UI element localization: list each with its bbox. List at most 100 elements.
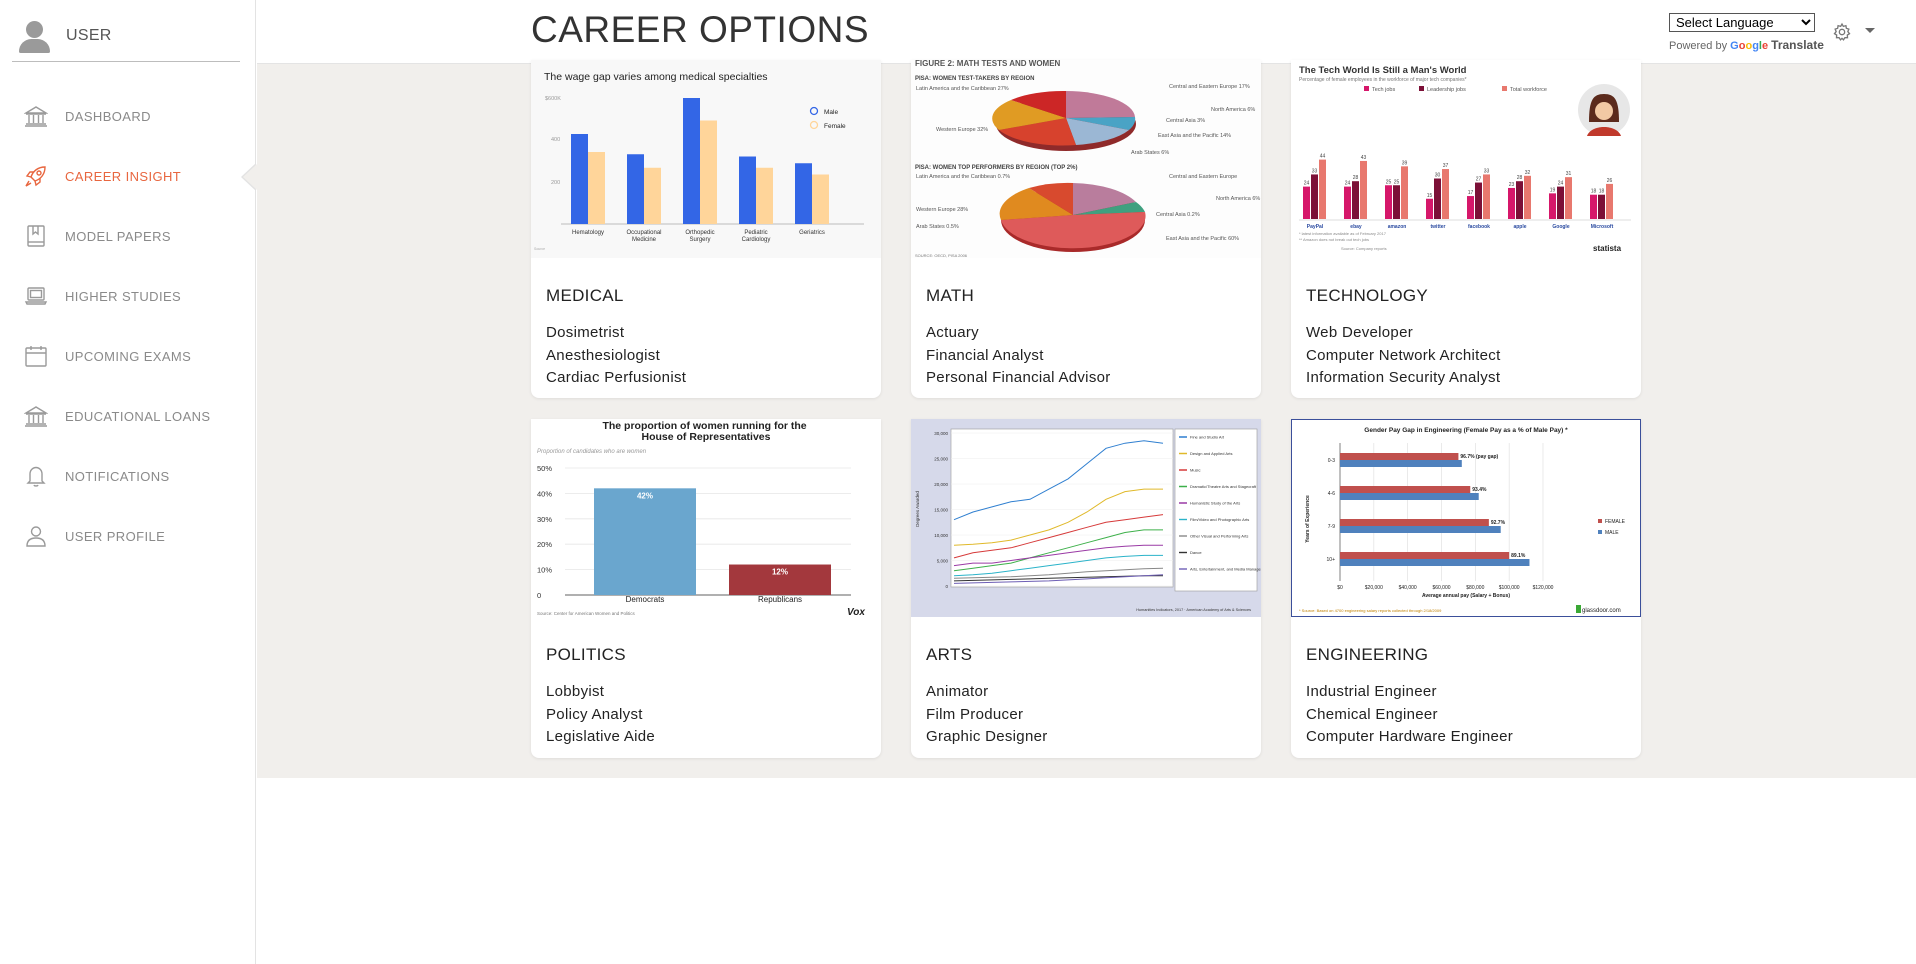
calendar-icon: [24, 344, 48, 368]
career-card-politics[interactable]: The proportion of women running for the …: [531, 419, 881, 758]
job-item[interactable]: Computer Network Architect: [1306, 346, 1501, 364]
bar: [1442, 169, 1449, 219]
bar: [729, 564, 831, 595]
language-select[interactable]: Select Language: [1669, 13, 1815, 32]
sidebar-item-higher-studies[interactable]: HIGHER STUDIES: [0, 266, 256, 326]
chevron-down-icon[interactable]: [1865, 28, 1875, 33]
bar: [1434, 178, 1441, 219]
card-category: MATH: [926, 286, 975, 305]
card-category: TECHNOLOGY: [1306, 286, 1429, 305]
job-list: Actuary Financial Analyst Personal Finan…: [926, 322, 1111, 390]
sidebar-item-label: UPCOMING EXAMS: [65, 348, 192, 364]
y-tick-label: 50%: [537, 464, 552, 473]
statista-logo: statista: [1593, 244, 1622, 253]
powered-by-text: Powered by: [1669, 40, 1728, 52]
company-label: ebay: [1350, 224, 1362, 230]
job-item[interactable]: Dosimetrist: [546, 324, 625, 341]
job-item[interactable]: Industrial Engineer: [1306, 683, 1437, 700]
job-item[interactable]: Actuary: [926, 324, 979, 341]
page-title: CAREER OPTIONS: [531, 9, 869, 50]
company-label: Google: [1552, 224, 1569, 230]
bar-value: 26: [1607, 178, 1613, 184]
job-item[interactable]: Cardiac Perfusionist: [546, 369, 687, 386]
sidebar-item-upcoming-exams[interactable]: UPCOMING EXAMS: [0, 326, 256, 386]
career-card-medical[interactable]: The wage gap varies among medical specia…: [531, 60, 881, 398]
x-tick-label: Republicans: [758, 595, 802, 604]
job-item[interactable]: Lobbyist: [546, 683, 605, 700]
job-item[interactable]: Chemical Engineer: [1306, 705, 1438, 723]
sidebar-item-user-profile[interactable]: USER PROFILE: [0, 506, 256, 566]
job-item[interactable]: Film Producer: [926, 705, 1024, 723]
arts-chart: Degrees Awarded 30,000 25,000 20,000 15,000…: [911, 419, 1261, 617]
y-axis-label: Degrees Awarded: [915, 491, 920, 527]
y-tick-label: 7-9: [1328, 524, 1335, 530]
bar: [1549, 193, 1556, 219]
company-label: facebook: [1468, 224, 1490, 230]
card-category: ARTS: [926, 645, 973, 664]
legend-label: Male: [824, 109, 838, 116]
sidebar-item-label: DASHBOARD: [65, 108, 151, 124]
gear-icon[interactable]: [1832, 22, 1852, 42]
bar-value: 37: [1443, 163, 1449, 169]
company-label: apple: [1513, 224, 1526, 230]
job-item[interactable]: Information Security Analyst: [1306, 369, 1501, 386]
sidebar-item-notifications[interactable]: NOTIFICATIONS: [0, 446, 256, 506]
x-tick-label: $40,000: [1399, 585, 1417, 591]
top-bar: CAREER OPTIONS Select Language Powered b…: [257, 0, 1916, 64]
active-indicator: [243, 164, 257, 190]
job-item[interactable]: Animator: [926, 683, 989, 700]
pie-chart-2: [999, 182, 1146, 252]
career-card-engineering[interactable]: Gender Pay Gap in Engineering (Female Pa…: [1291, 419, 1641, 758]
y-tick-label: 10%: [537, 566, 552, 575]
x-tick-label: $80,000: [1466, 585, 1484, 591]
bar-value: 31: [1566, 171, 1572, 177]
user-block[interactable]: USER: [12, 10, 240, 62]
job-item[interactable]: Policy Analyst: [546, 705, 643, 723]
ytick-label: 400: [551, 137, 560, 143]
bar-value: 32: [1525, 170, 1531, 176]
job-item[interactable]: Web Developer: [1306, 324, 1414, 341]
sidebar-item-label: HIGHER STUDIES: [65, 288, 182, 304]
job-item[interactable]: Financial Analyst: [926, 346, 1044, 364]
sidebar-item-educational-loans[interactable]: EDUCATIONAL LOANS: [0, 386, 256, 446]
sidebar-item-model-papers[interactable]: MODEL PAPERS: [0, 206, 256, 266]
bar: [1311, 174, 1318, 219]
bar: [1516, 181, 1523, 219]
bar-male: [571, 134, 588, 224]
sidebar-item-label: CAREER INSIGHT: [65, 168, 182, 184]
main-content: CAREER OPTIONS Select Language Powered b…: [257, 0, 1916, 778]
sidebar-item-career-insight[interactable]: CAREER INSIGHT: [0, 146, 257, 206]
sidebar-item-dashboard[interactable]: DASHBOARD: [0, 86, 256, 146]
google-logo: Google: [1730, 40, 1769, 52]
job-item[interactable]: Graphic Designer: [926, 728, 1048, 745]
bar-female: [1340, 486, 1471, 493]
bar-male: [683, 98, 700, 224]
x-tick-label: Pediatric: [744, 230, 767, 236]
y-tick-label: 30%: [537, 515, 552, 524]
bar-value: 30: [1435, 173, 1441, 179]
series-line: [953, 544, 1163, 567]
woman-avatar-icon: [1578, 84, 1630, 136]
job-item[interactable]: Personal Financial Advisor: [926, 369, 1111, 386]
x-tick-label: $60,000: [1432, 585, 1450, 591]
career-card-technology[interactable]: The Tech World Is Still a Man's World Pe…: [1291, 60, 1641, 398]
x-tick-label: $120,000: [1533, 585, 1554, 591]
x-tick-label: Hematology: [572, 230, 604, 236]
x-tick-label: Geriatrics: [799, 230, 825, 236]
translate-link[interactable]: Translate: [1771, 38, 1824, 52]
y-tick-label: 30,000: [934, 431, 948, 436]
politics-chart-image: The proportion of women running for the …: [531, 419, 881, 617]
legend-label: Total workforce: [1510, 87, 1547, 93]
pie-label: Central Asia 3%: [1166, 118, 1205, 124]
arts-chart-image: Degrees Awarded 30,000 25,000 20,000 15,000…: [911, 419, 1261, 617]
job-item[interactable]: Legislative Aide: [546, 728, 656, 745]
x-tick-label: $100,000: [1499, 585, 1520, 591]
legend-swatch: [1598, 530, 1602, 534]
politics-chart: The proportion of women running for the …: [531, 419, 881, 617]
career-card-arts[interactable]: Degrees Awarded 30,000 25,000 20,000 15,000…: [911, 419, 1261, 758]
job-item[interactable]: Anesthesiologist: [546, 346, 661, 364]
job-item[interactable]: Computer Hardware Engineer: [1306, 728, 1514, 745]
sidebar-item-label: EDUCATIONAL LOANS: [65, 408, 211, 424]
career-card-math[interactable]: FIGURE 2: MATH TESTS AND WOMEN PISA: WOM…: [911, 60, 1261, 398]
bar-value: 15: [1427, 193, 1433, 199]
